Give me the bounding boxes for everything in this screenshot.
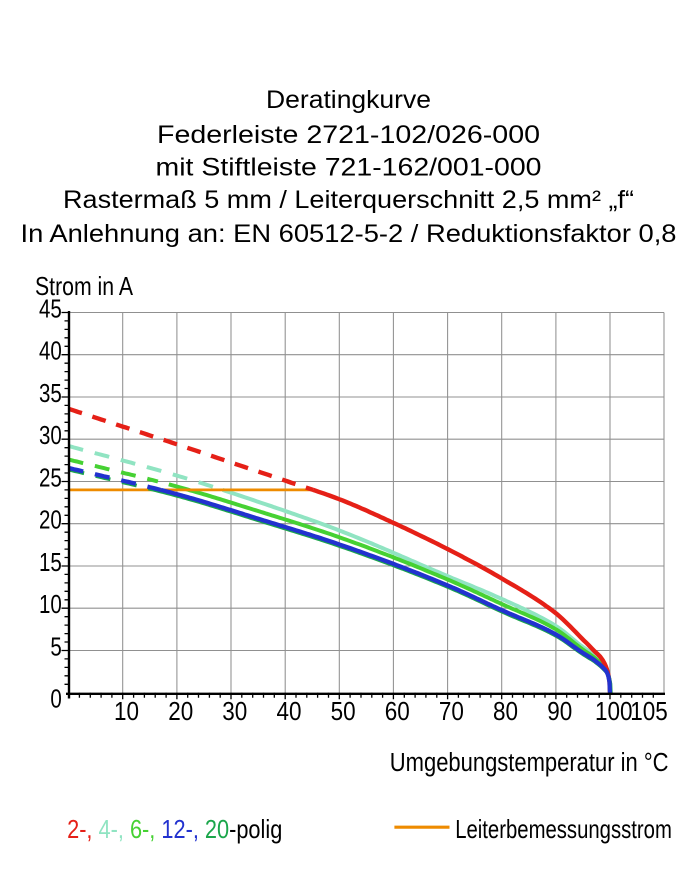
svg-text:In Anlehnung an: EN 60512-5-2: In Anlehnung an: EN 60512-5-2 / Reduktio… — [21, 220, 677, 248]
svg-text:Deratingkurve: Deratingkurve — [266, 86, 431, 114]
svg-text:50: 50 — [331, 696, 356, 726]
svg-text:Rastermaß 5 mm / Leiterquersch: Rastermaß 5 mm / Leiterquerschnitt 2,5 m… — [63, 186, 634, 214]
svg-text:30: 30 — [39, 420, 62, 450]
svg-text:60: 60 — [385, 696, 410, 726]
svg-text:20: 20 — [39, 505, 62, 535]
svg-text:Federleiste 2721-102/026-000: Federleiste 2721-102/026-000 — [157, 121, 540, 149]
svg-text:mit Stiftleiste 721-162/001-00: mit Stiftleiste 721-162/001-000 — [156, 154, 542, 182]
svg-text:Strom in A: Strom in A — [35, 271, 134, 301]
svg-text:45: 45 — [39, 294, 62, 324]
svg-text:40: 40 — [277, 696, 302, 726]
svg-text:90: 90 — [547, 696, 572, 726]
svg-text:30: 30 — [222, 696, 247, 726]
svg-text:5: 5 — [50, 632, 61, 662]
svg-text:10: 10 — [114, 696, 139, 726]
svg-text:70: 70 — [439, 696, 464, 726]
svg-text:35: 35 — [39, 378, 62, 408]
svg-text:105: 105 — [630, 696, 668, 726]
svg-text:40: 40 — [39, 336, 62, 366]
svg-text:10: 10 — [39, 589, 62, 619]
svg-text:Leiterbemessungsstrom: Leiterbemessungsstrom — [455, 814, 672, 844]
svg-text:2-, 4-, 6-, 12-, 20-polig: 2-, 4-, 6-, 12-, 20-polig — [67, 814, 282, 844]
svg-text:25: 25 — [39, 463, 62, 493]
svg-text:Umgebungstemperatur in °C: Umgebungstemperatur in °C — [390, 749, 669, 777]
svg-text:80: 80 — [493, 696, 518, 726]
svg-text:0: 0 — [50, 684, 61, 714]
svg-text:100: 100 — [595, 696, 633, 726]
svg-text:20: 20 — [168, 696, 193, 726]
svg-text:15: 15 — [39, 547, 62, 577]
